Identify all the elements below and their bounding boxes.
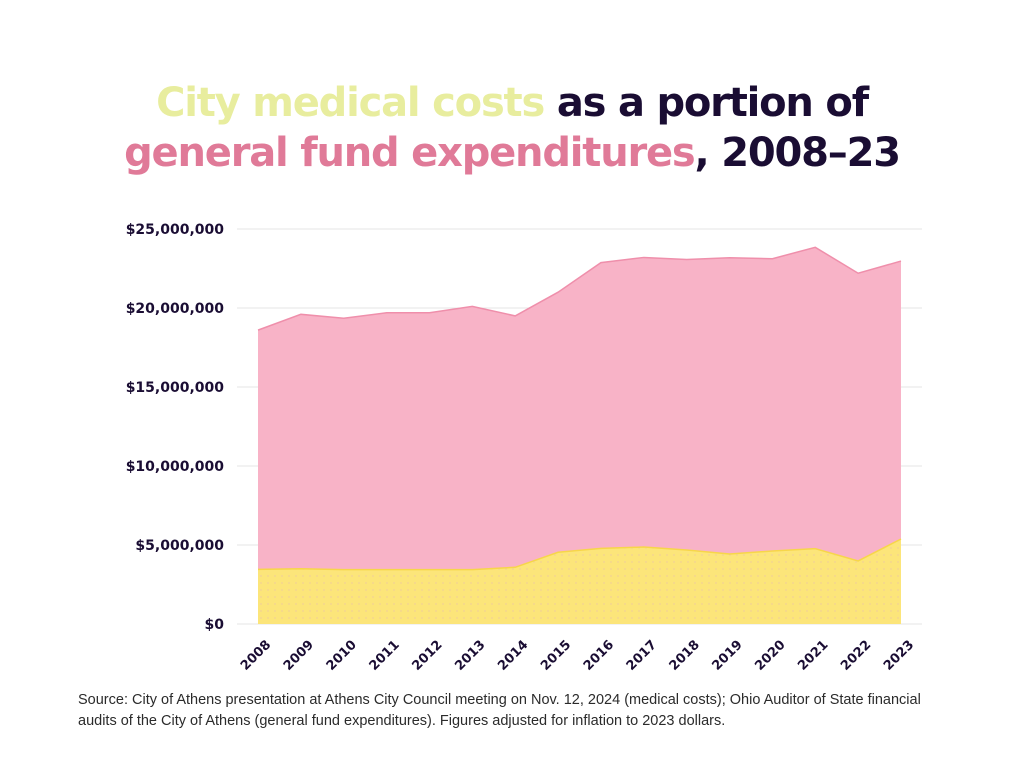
x-tick-label: 2012 (409, 638, 445, 674)
series-areas (257, 246, 902, 624)
x-tick-label: 2015 (538, 638, 574, 674)
title-connector: as a portion of (544, 80, 869, 126)
title-line-1: City medical costs as a portion of (0, 78, 1024, 128)
x-tick-label: 2016 (581, 638, 617, 674)
source-note: Source: City of Athens presentation at A… (78, 692, 921, 729)
y-tick-label: $5,000,000 (135, 538, 224, 554)
x-tick-label: 2014 (495, 638, 531, 674)
y-tick-label: $20,000,000 (126, 301, 225, 317)
x-tick-label: 2019 (710, 638, 746, 674)
x-tick-label: 2021 (795, 638, 831, 674)
y-tick-label: $25,000,000 (126, 222, 225, 238)
medical-costs-pattern (258, 538, 901, 624)
x-tick-label: 2009 (281, 638, 317, 674)
title-line-2: general fund expenditures, 2008–23 (0, 128, 1024, 178)
title-general-fund: general fund expenditures (124, 130, 696, 176)
x-tick-label: 2011 (367, 638, 403, 674)
x-axis-ticks: 2008 2009 2010 2011 2012 2013 2014 2015 2016 2017… (238, 638, 917, 674)
general-fund-line (257, 246, 902, 331)
general-fund-area (258, 247, 901, 624)
x-tick-label: 2017 (624, 638, 660, 674)
y-tick-label: $10,000,000 (126, 459, 225, 475)
x-tick-label: 2020 (752, 638, 788, 674)
x-tick-label: 2023 (881, 638, 917, 674)
x-tick-label: 2018 (667, 638, 703, 674)
chart-title: City medical costs as a portion of gener… (0, 78, 1024, 178)
title-years: , 2008–23 (694, 130, 902, 176)
y-tick-label: $0 (205, 617, 225, 633)
x-tick-label: 2010 (324, 638, 360, 674)
y-axis-ticks: $0 $5,000,000 $10,000,000 $15,000,000 $20,00… (126, 222, 225, 633)
x-tick-label: 2022 (838, 638, 874, 674)
x-tick-label: 2008 (238, 638, 274, 674)
y-tick-label: $15,000,000 (126, 380, 225, 396)
x-tick-label: 2013 (452, 638, 488, 674)
medical-costs-line (257, 538, 902, 571)
title-medical-costs: City medical costs (156, 80, 545, 126)
